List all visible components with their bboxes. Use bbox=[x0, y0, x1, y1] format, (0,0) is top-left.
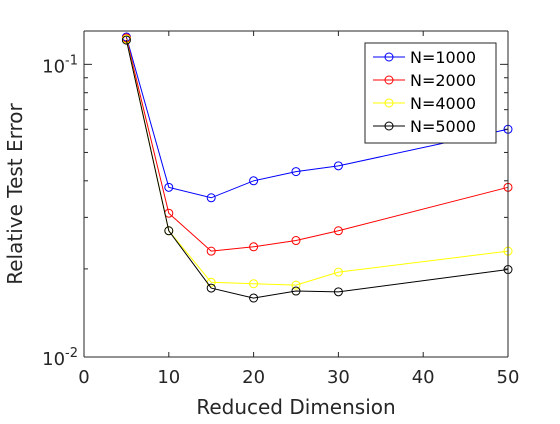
x-tick-label: 50 bbox=[497, 367, 520, 388]
x-tick-label: 30 bbox=[327, 367, 350, 388]
legend-label: N=1000 bbox=[410, 48, 476, 67]
data-point bbox=[333, 226, 343, 236]
legend-marker bbox=[384, 75, 394, 85]
data-point bbox=[291, 280, 301, 290]
legend-item: N=2000 bbox=[373, 71, 476, 90]
data-point bbox=[333, 267, 343, 277]
data-point bbox=[249, 176, 259, 186]
series-layer bbox=[121, 32, 513, 303]
data-point bbox=[249, 279, 259, 289]
y-tick-label: 10-1 bbox=[42, 53, 78, 77]
data-point bbox=[164, 182, 174, 192]
data-point bbox=[249, 242, 259, 252]
data-point bbox=[291, 286, 301, 296]
x-tick-label: 40 bbox=[412, 367, 435, 388]
axes-layer: 0 10 20 30 40 50 10-2 10-1 bbox=[42, 30, 520, 388]
data-point bbox=[291, 167, 301, 177]
data-point bbox=[164, 226, 174, 236]
x-axis-title: Reduced Dimension bbox=[196, 395, 395, 419]
x-tick-label: 0 bbox=[78, 367, 89, 388]
data-point bbox=[206, 246, 216, 256]
legend: N=1000 N=2000 N=4000 N=5000 bbox=[364, 42, 497, 144]
legend-item: N=1000 bbox=[373, 48, 476, 67]
data-point bbox=[121, 35, 131, 45]
series-line bbox=[125, 40, 509, 299]
legend-label: N=4000 bbox=[410, 94, 476, 113]
data-point bbox=[333, 161, 343, 171]
legend-item: N=5000 bbox=[373, 117, 476, 136]
legend-marker bbox=[384, 121, 394, 131]
legend-label: N=2000 bbox=[410, 71, 476, 90]
legend-item: N=4000 bbox=[373, 94, 476, 113]
series-line bbox=[125, 36, 509, 199]
x-tick-label: 20 bbox=[242, 367, 265, 388]
legend-label: N=5000 bbox=[410, 117, 476, 136]
series-N=5000 bbox=[121, 35, 513, 303]
x-tick-label: 10 bbox=[157, 367, 180, 388]
legend-marker bbox=[384, 98, 394, 108]
data-point bbox=[291, 236, 301, 246]
data-point bbox=[206, 193, 216, 203]
series-N=2000 bbox=[121, 33, 513, 256]
data-point bbox=[249, 293, 259, 303]
series-line bbox=[125, 37, 509, 252]
y-axis-title: Relative Test Error bbox=[3, 102, 27, 284]
legend-marker bbox=[384, 52, 394, 62]
data-point bbox=[206, 283, 216, 293]
y-tick-label: 10-2 bbox=[42, 346, 78, 370]
data-point bbox=[333, 287, 343, 297]
